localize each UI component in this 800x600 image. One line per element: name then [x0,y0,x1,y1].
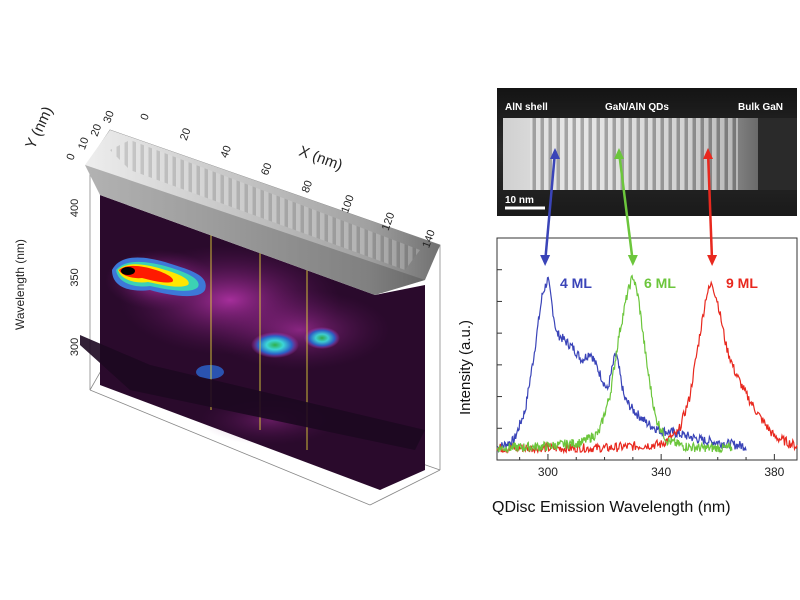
tem-image: AlN shell GaN/AlN QDs Bulk GaN 10 nm [497,88,797,216]
arrow-head-bottom [540,255,551,266]
tem-label-qds: GaN/AlN QDs [605,102,669,113]
x-tick-label: 300 [538,465,558,479]
x-tick-label: 100 [339,193,357,214]
series-lines [496,274,798,455]
arrow-shaft [617,151,635,263]
arrow-head-top [550,148,560,159]
x-tick-label: 80 [300,179,315,195]
y-tick-label: 30 [101,109,116,125]
x-tick-label: 380 [764,465,784,479]
x-axis-ticks: 300 340 380 [519,454,785,479]
y-axis-title: Intensity (a.u.) [457,320,474,415]
series-label-4-ml: 4 ML [560,275,592,291]
y-tick-marks [497,269,502,429]
arrow-head-bottom [707,255,718,266]
x-axis-title: X (nm) [297,143,345,174]
x-tick-label: 0 [138,112,151,122]
top-surface [85,130,440,295]
horizontal-slice [80,335,425,450]
x-tick-label: 40 [219,144,234,160]
tem-label-aln-shell: AlN shell [505,102,548,113]
arrow-head-bottom [627,255,638,266]
z-axis-title: Wavelength (nm) [13,239,27,330]
series-label-9-ml: 9 ML [726,275,758,291]
z-axis-ticks: 400 350 300 [69,199,81,356]
x-tick-label: 120 [380,211,398,232]
series-labels: 4 ML 6 ML 9 ML [560,275,758,291]
x-axis-ticks: 0 20 40 60 80 100 120 140 [138,112,437,250]
series-line-4-ml [496,276,747,454]
3d-panel: Y (nm) X (nm) Wavelength (nm) 0 20 40 60 80 1… [13,104,441,506]
tem-label-bulk-gan: Bulk GaN [738,102,783,113]
arrow-shaft [706,151,714,263]
y-tick-label: 20 [89,122,104,138]
x-tick-label: 340 [651,465,671,479]
scale-bar-label: 10 nm [505,195,534,206]
y-tick-label: 0 [64,152,77,162]
spectrum-plot: 300 340 380 4 ML 6 ML 9 ML Intensity (a.u.) … [457,148,798,516]
connector-arrows [540,148,718,266]
y-tick-label: 10 [76,136,91,152]
x-tick-label: 20 [178,127,193,143]
arrow-head-top [703,148,713,159]
x-tick-label: 60 [259,161,274,177]
z-tick-label: 400 [69,199,81,217]
y-axis-title: Y (nm) [22,104,56,152]
x-tick-label: 140 [420,228,438,249]
x-axis-title: QDisc Emission Wavelength (nm) [492,499,731,516]
z-tick-label: 350 [69,268,81,286]
arrow-shaft [543,151,557,263]
series-label-6-ml: 6 ML [644,275,676,291]
arrow-head-top [614,148,624,159]
z-tick-label: 300 [69,338,81,356]
series-line-6-ml [496,274,733,454]
